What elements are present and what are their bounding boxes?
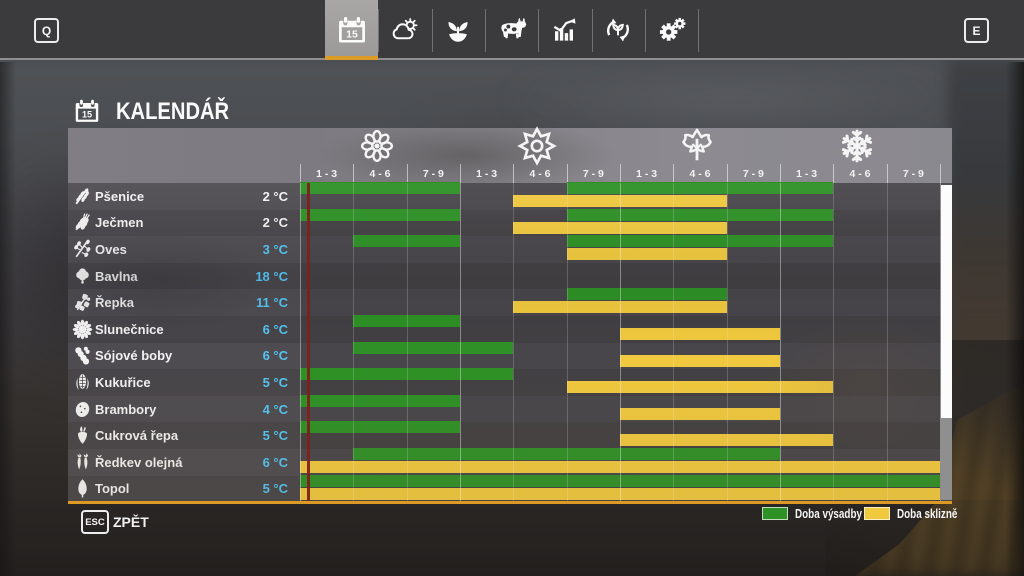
svg-text:15: 15 xyxy=(346,28,358,40)
svg-text:15: 15 xyxy=(82,109,92,119)
